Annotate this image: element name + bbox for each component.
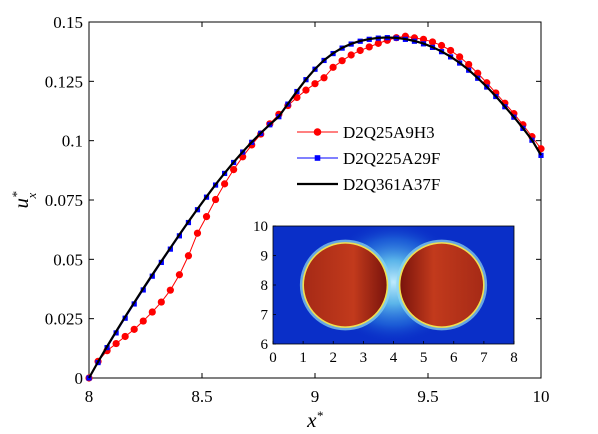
legend-marker [314,155,321,161]
x-axis: 8 8.5 9 9.5 10 [85,22,550,406]
point-D2Q25A9H3 [320,74,328,82]
inset-y-tick-label: 10 [253,219,268,235]
y-tick-label: 0.075 [45,191,83,210]
inset-x-tick-label: 1 [299,350,307,366]
inset-y-axis: 6 7 8 9 10 [253,219,276,353]
y-axis: 0 0.025 0.05 0.075 0.1 0.125 0.15 [45,13,541,388]
point-D2Q25A9H3 [193,229,202,237]
inset-x-tick-label: 0 [269,350,277,366]
inset-image [273,226,514,344]
point-D2Q25A9H3 [121,332,129,341]
point-D2Q25A9H3 [148,308,156,316]
point-D2Q25A9H3 [130,325,138,333]
inset-x-tick-label: 2 [330,350,338,366]
legend-label: D2Q225A29F [343,149,440,168]
point-D2Q25A9H3 [184,252,193,260]
point-D2Q25A9H3 [419,35,428,43]
inset-x-tick-label: 4 [390,350,398,366]
particle-circle [400,243,484,327]
point-D2Q25A9H3 [465,60,473,69]
point-D2Q25A9H3 [175,271,183,279]
x-tick-label: 9.5 [417,387,438,406]
y-tick-label: 0.15 [53,13,83,32]
point-D2Q25A9H3 [139,317,147,325]
point-D2Q25A9H3 [329,63,337,71]
inset-y-tick-label: 6 [261,337,269,353]
point-D2Q25A9H3 [374,39,382,47]
point-D2Q25A9H3 [311,80,319,88]
y-tick-label: 0.025 [45,310,83,329]
point-D2Q25A9H3 [338,57,346,65]
point-D2Q25A9H3 [365,43,373,51]
inset-x-tick-label: 7 [480,350,488,366]
legend-label: D2Q361A37F [343,175,440,194]
inset-y-tick-label: 7 [261,308,269,324]
y-tick-label: 0.1 [62,132,83,151]
point-D2Q25A9H3 [447,46,455,55]
y-tick-label: 0.125 [45,72,83,91]
point-D2Q25A9H3 [221,180,229,188]
point-D2Q25A9H3 [347,51,355,59]
inset-x-axis: 0 1 2 3 4 5 6 7 8 [269,341,518,366]
point-D2Q25A9H3 [166,286,174,294]
y-axis-title: u*x [9,191,39,209]
x-tick-label: 9 [311,387,320,406]
point-D2Q25A9H3 [202,213,211,221]
point-D2Q25A9H3 [211,195,220,204]
point-D2Q25A9H3 [437,41,446,50]
series-layer [85,32,545,382]
point-D2Q25A9H3 [456,53,464,61]
series-line-D2Q361A37F [88,36,542,379]
inset-x-tick-label: 6 [450,350,458,366]
point-D2Q25A9H3 [428,38,437,46]
point-D2Q25A9H3 [356,46,364,55]
inset-y-tick-label: 9 [261,249,269,265]
particle-circle [303,243,387,327]
point-D2Q25A9H3 [112,339,120,348]
x-axis-title: x* [306,408,323,433]
inset-heatmap: 0 1 2 3 4 5 6 7 8 6 7 8 9 10 [253,219,518,366]
y-tick-label: 0 [75,369,84,388]
legend: D2Q25A9H3 D2Q225A29F D2Q361A37F [297,123,440,194]
inset-x-tick-label: 3 [360,350,368,366]
x-tick-label: 8 [85,387,94,406]
point-D2Q225A29F [538,152,544,158]
inset-x-tick-label: 8 [510,350,518,366]
point-D2Q25A9H3 [302,86,310,94]
x-tick-label: 10 [533,387,550,406]
point-D2Q25A9H3 [230,166,238,174]
point-D2Q25A9H3 [157,298,165,306]
legend-label: D2Q25A9H3 [343,123,435,142]
inset-y-tick-label: 8 [261,278,269,294]
x-tick-label: 8.5 [191,387,212,406]
y-tick-label: 0.05 [53,250,83,269]
inset-x-tick-label: 5 [420,350,428,366]
legend-marker [313,128,322,136]
